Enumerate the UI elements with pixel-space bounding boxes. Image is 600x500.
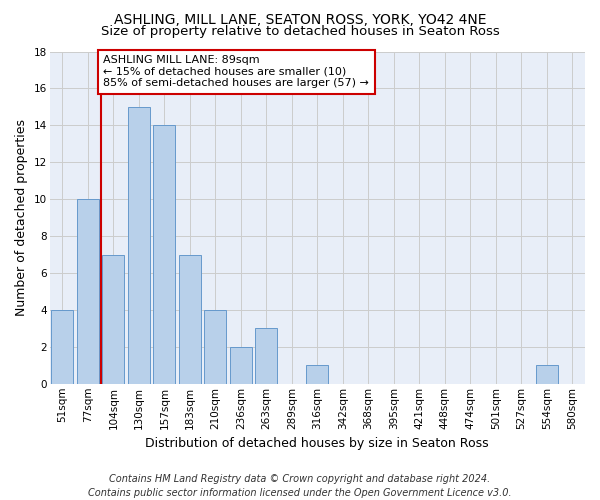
Bar (103, 254, 124, 384)
Bar (77, 199, 98, 384)
Bar (307, 366, 328, 384)
X-axis label: Distribution of detached houses by size in Seaton Ross: Distribution of detached houses by size … (145, 437, 489, 450)
Text: Size of property relative to detached houses in Seaton Ross: Size of property relative to detached ho… (101, 25, 499, 38)
Bar (205, 310, 226, 384)
Bar (256, 328, 277, 384)
Bar (230, 347, 251, 384)
Bar (179, 254, 200, 384)
Text: ASHLING, MILL LANE, SEATON ROSS, YORK, YO42 4NE: ASHLING, MILL LANE, SEATON ROSS, YORK, Y… (114, 12, 486, 26)
Y-axis label: Number of detached properties: Number of detached properties (15, 119, 28, 316)
Bar (154, 126, 175, 384)
Text: ASHLING MILL LANE: 89sqm
← 15% of detached houses are smaller (10)
85% of semi-d: ASHLING MILL LANE: 89sqm ← 15% of detach… (103, 55, 369, 88)
Bar (128, 107, 149, 384)
Text: Contains HM Land Registry data © Crown copyright and database right 2024.
Contai: Contains HM Land Registry data © Crown c… (88, 474, 512, 498)
Bar (52, 310, 73, 384)
Bar (536, 366, 557, 384)
